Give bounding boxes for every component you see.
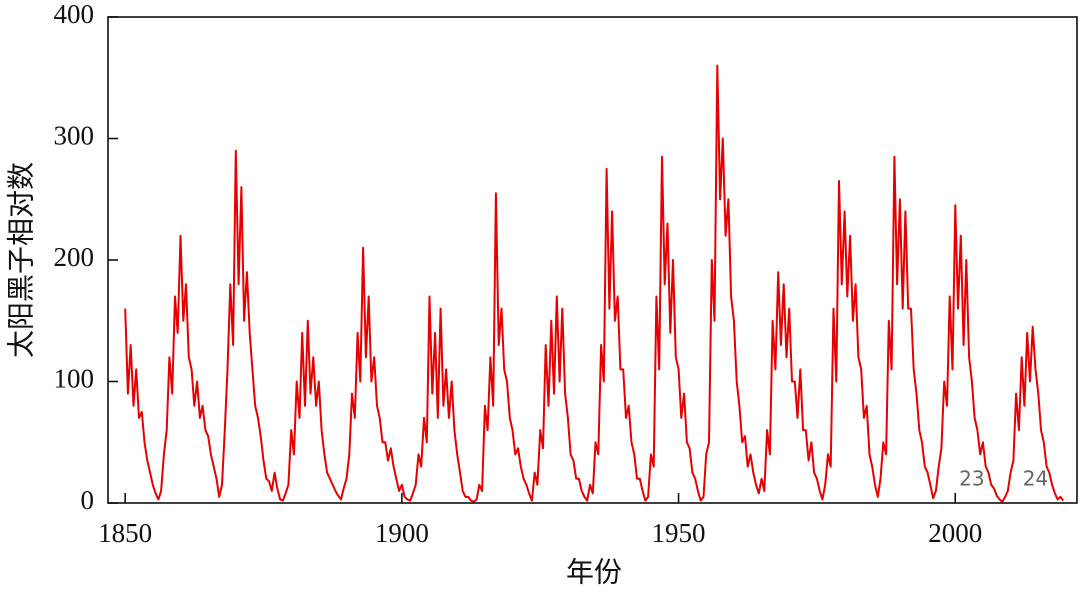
y-axis-label: 太阳黑子相对数 xyxy=(5,162,37,358)
plot-frame xyxy=(107,16,1078,504)
data-line xyxy=(124,64,1064,503)
x-tick-label: 1850 xyxy=(98,518,152,548)
x-axis-label: 年份 xyxy=(566,556,622,588)
y-tick-label: 100 xyxy=(54,364,95,394)
y-tick-label: 200 xyxy=(54,242,95,272)
y-tick-label: 400 xyxy=(54,0,95,29)
x-tick-label: 1950 xyxy=(652,518,706,548)
x-tick-label: 1900 xyxy=(375,518,429,548)
annotation: 24 xyxy=(1023,466,1048,490)
y-tick-label: 0 xyxy=(81,485,95,515)
annotation: 23 xyxy=(959,466,984,490)
x-tick-label: 2000 xyxy=(928,518,982,548)
y-tick-label: 300 xyxy=(54,121,95,151)
